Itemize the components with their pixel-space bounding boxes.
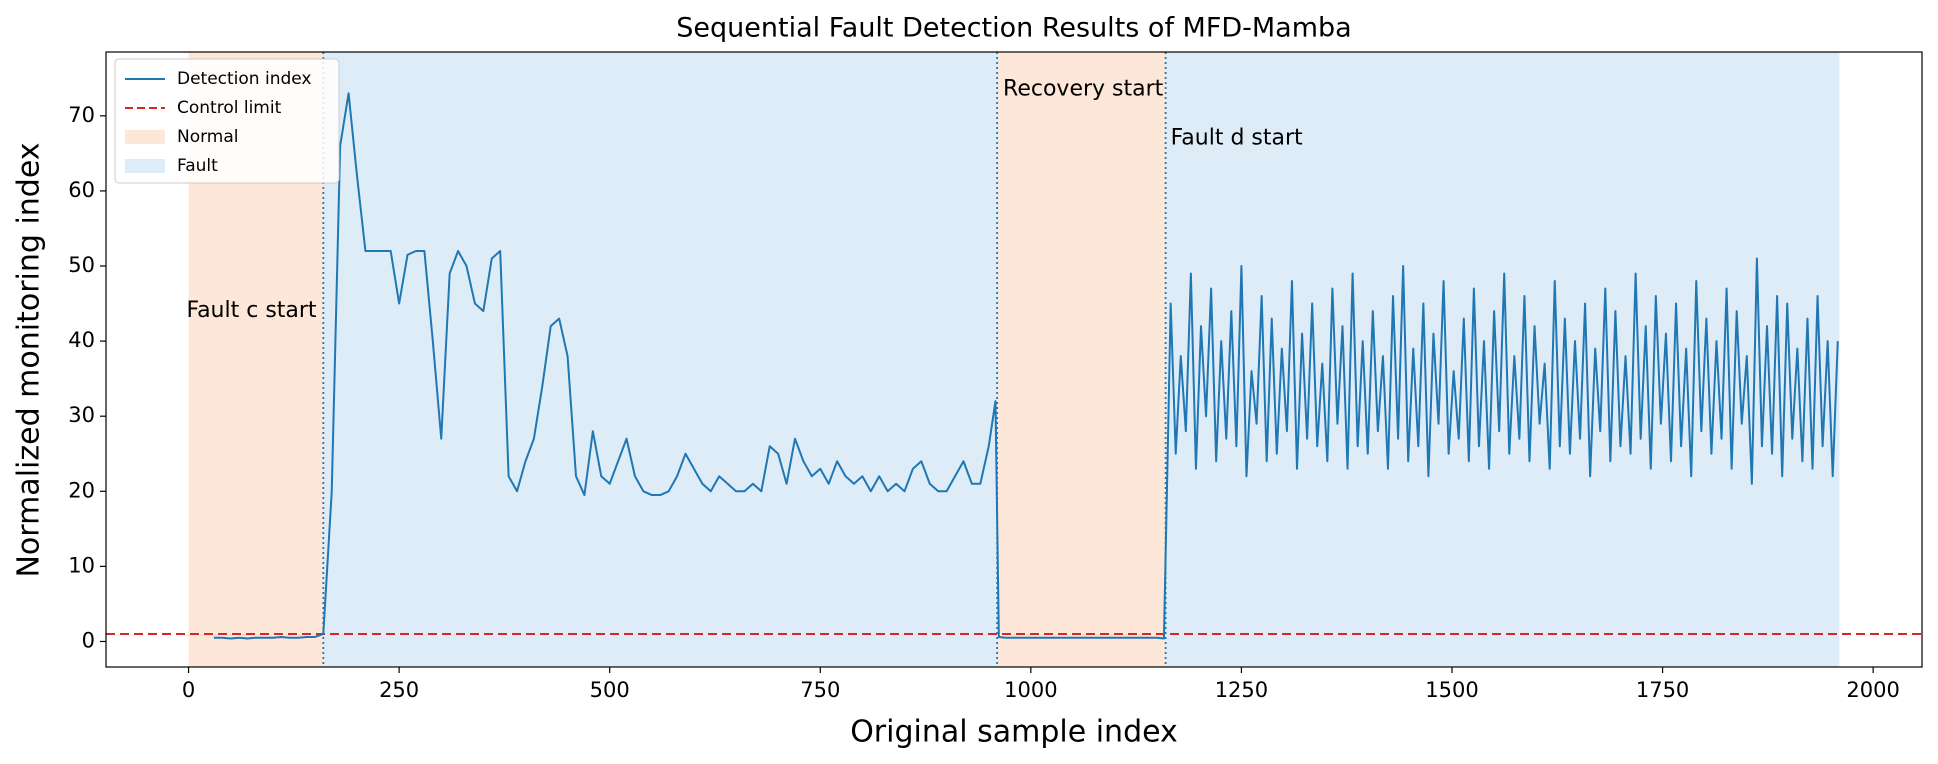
y-tick-label: 50 <box>68 253 95 277</box>
annotation: Fault c start <box>186 298 316 323</box>
x-tick-label: 1250 <box>1215 678 1268 702</box>
y-tick-label: 70 <box>68 103 95 127</box>
y-axis-label: Normalized monitoring index <box>12 142 47 577</box>
annotation: Recovery start <box>1003 77 1164 102</box>
y-tick-label: 40 <box>68 328 95 352</box>
legend-label: Normal <box>177 127 239 147</box>
legend-box <box>114 58 340 184</box>
x-tick-label: 1750 <box>1636 678 1689 702</box>
y-tick-label: 60 <box>68 178 95 202</box>
region <box>997 52 1166 667</box>
x-axis-label: Original sample index <box>850 715 1178 750</box>
legend-label: Fault <box>177 156 218 176</box>
y-tick-label: 0 <box>82 628 95 652</box>
region <box>1165 52 1840 667</box>
data-line <box>213 92 1839 640</box>
region <box>323 52 998 667</box>
x-tick-label: 250 <box>379 678 419 702</box>
annotation: Fault d start <box>1171 125 1303 150</box>
x-tick-label: 1000 <box>1004 678 1057 702</box>
y-tick-label: 10 <box>68 553 95 577</box>
plot-frame <box>105 51 1923 668</box>
y-tick-label: 30 <box>68 403 95 427</box>
x-tick-label: 1500 <box>1425 678 1478 702</box>
x-tick-label: 500 <box>590 678 630 702</box>
legend-swatch <box>125 159 165 173</box>
x-tick-label: 0 <box>182 678 195 702</box>
x-tick-label: 750 <box>800 678 840 702</box>
x-tick-label: 2000 <box>1846 678 1899 702</box>
y-tick-label: 20 <box>68 478 95 502</box>
chart-title: Sequential Fault Detection Results of MF… <box>676 13 1351 44</box>
legend-label: Control limit <box>177 98 282 118</box>
legend-label: Detection index <box>177 69 312 89</box>
legend-swatch <box>125 130 165 144</box>
